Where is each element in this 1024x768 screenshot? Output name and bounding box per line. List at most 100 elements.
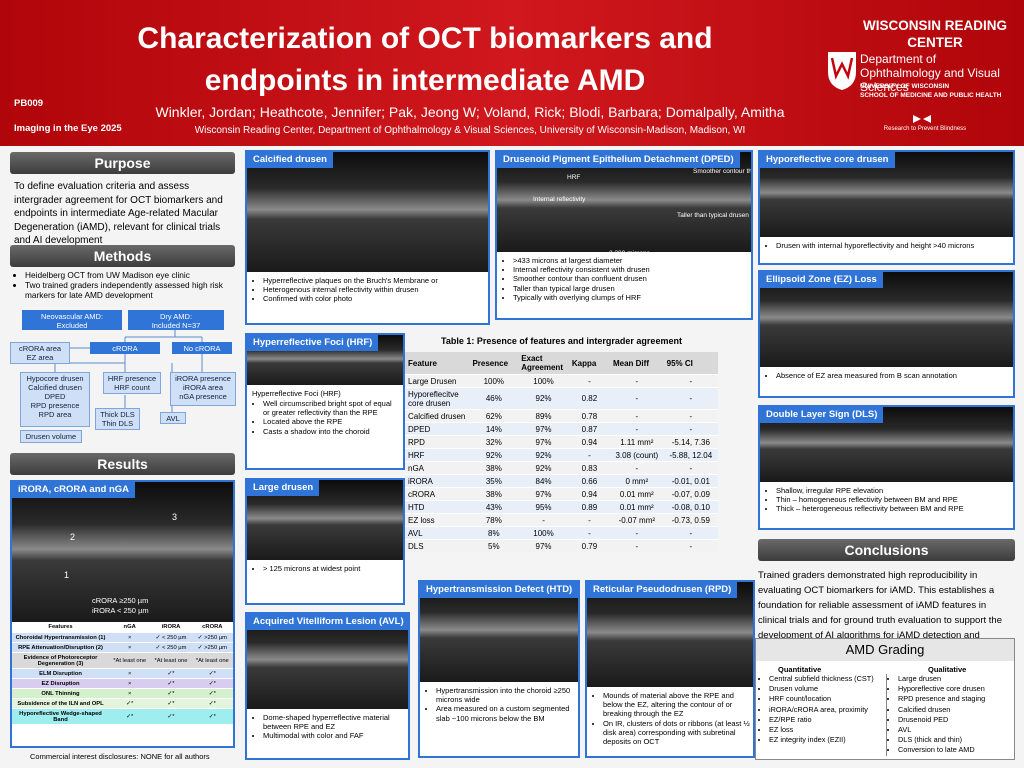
bullet: Hypertransmission into the choroid ≥250 … (436, 686, 575, 704)
table-row: EZ loss 78% - - -0.07 mm² -0.73, 0.59 (405, 513, 718, 527)
table-cell: -0.07 mm² (609, 513, 664, 527)
flow-node-line: Included N=37 (151, 321, 201, 330)
bullet: Typically with overlying clumps of HRF (513, 293, 748, 302)
table-cell: 0.79 (568, 539, 610, 552)
table-cell: -5.14, 7.36 (663, 435, 718, 449)
table-cell: 100% (518, 526, 569, 540)
table-cell: 0 mm² (609, 474, 664, 488)
table-cell: - (609, 539, 664, 552)
image-label: 1 (64, 570, 70, 580)
oct-image (497, 152, 751, 252)
bullet: Mounds of material above the RPE and bel… (603, 691, 750, 719)
table-row: ONL Thinning × ✓* ✓* (12, 688, 233, 699)
table-cell: - (663, 461, 718, 475)
table-cell: - (609, 374, 664, 388)
flow-node-line: EZ area (26, 353, 54, 362)
oct-image (12, 482, 233, 622)
table-cell: ✓* (191, 708, 233, 724)
panel-title: Acquired Vitelliform Lesion (AVL) (247, 614, 408, 630)
bullet: Drusenoid PED (898, 715, 1014, 725)
bullet: Heidelberg OCT from UW Madison eye clini… (25, 270, 238, 280)
panel-bullets: > 125 microns at widest point (252, 564, 400, 573)
table-cell: ✓* (150, 688, 192, 699)
bullet: EZ integrity index (EZII) (769, 735, 886, 745)
table-cell: × (109, 668, 151, 679)
panel-title: Hyporeflective core drusen (760, 152, 895, 168)
table-cell: nGA (405, 461, 470, 475)
table-cell: Calcified drusen (405, 409, 470, 423)
school: SCHOOL OF MEDICINE AND PUBLIC HEALTH (860, 92, 1002, 99)
column-heading: Qualitative (928, 665, 967, 674)
table-cell: - (609, 422, 664, 436)
table-cell: iRORA (405, 474, 470, 488)
flow-node: No cRORA (172, 342, 232, 354)
panel-bullets: >433 microns at largest diameterInternal… (502, 256, 748, 302)
table-cell: 38% (469, 487, 519, 501)
table-cell: 97% (518, 435, 569, 449)
table-cell: 0.82 (568, 387, 610, 410)
image-label: iRORA < 250 µm (92, 606, 149, 615)
table-cell: 84% (518, 474, 569, 488)
table-cell: EZ Disruption (12, 678, 109, 689)
bullet: RPD presence and staging (898, 694, 1014, 704)
table-cell: 100% (518, 374, 569, 388)
table-cell: 97% (518, 539, 569, 552)
flow-node-line: cRORA area (18, 344, 62, 353)
table-cell: 97% (518, 422, 569, 436)
table-cell: 43% (469, 500, 519, 514)
table-row: Hyporeflecitve core drusen 46% 92% 0.82- - (405, 387, 718, 410)
table-cell: × (109, 632, 151, 643)
panel-title: Calcified drusen (247, 152, 333, 168)
table-row: AVL 8% 100% - - - (405, 526, 718, 540)
flow-node: Drusen volume (20, 430, 82, 443)
panel-title: Hyperreflective Foci (HRF) (247, 335, 379, 351)
table-cell: - (609, 526, 664, 540)
flow-node: Neovascular AMD: Excluded (22, 310, 122, 330)
reading-center: WISCONSIN READING CENTER (862, 18, 1007, 50)
bullet: Dome-shaped hyperreflective material bet… (263, 713, 405, 731)
table-cell: 100% (469, 374, 519, 388)
table-row: ELM Disruption × ✓* ✓* (12, 668, 233, 679)
table-cell: 0.83 (568, 461, 610, 475)
table-cell: cRORA (405, 487, 470, 501)
table-row: Hyporeflective Wedge-shaped Band ✓* ✓* ✓* (12, 708, 233, 724)
bullet: >433 microns at largest diameter (513, 256, 748, 265)
poster-title: Characterization of OCT biomarkers and e… (137, 22, 713, 97)
bullet: DLS (thick and thin) (898, 735, 1014, 745)
table-cell: 8% (469, 526, 519, 540)
table-cell: 0.01 mm² (609, 487, 664, 501)
flow-node-line: Excluded (56, 321, 88, 330)
table-title: Table 1: Presence of features and interg… (441, 336, 682, 346)
panel-bullets: Drusen with internal hyporeflectivity an… (765, 241, 1010, 250)
table-cell: 95% (518, 500, 569, 514)
table-cell: - (663, 422, 718, 436)
oct-image (587, 582, 753, 687)
table-cell: ✓* (109, 708, 151, 724)
image-label: 3 (172, 512, 178, 522)
image-label: 2 (70, 532, 76, 542)
flow-node: cRORA area EZ area (10, 342, 70, 364)
flow-node: Hypocore drusen Calcified drusen DPED RPD p… (20, 372, 90, 427)
flow-node-line: iRORA presence (175, 374, 231, 383)
table-cell: × (109, 642, 151, 653)
flow-node: HRF presence HRF count (103, 372, 161, 394)
bullet: EZ loss (769, 725, 886, 735)
bullet: Smoother contour than confluent drusen (513, 274, 748, 283)
table-cell: HTD (405, 500, 470, 514)
flow-node-line: Neovascular AMD: (40, 312, 104, 321)
table-header-cell: 95% CI (666, 358, 693, 368)
table-cell: ✓* (150, 678, 192, 689)
image-label: Smoother contour than drusen (693, 168, 752, 175)
table-row: Subsidence of the ILN and OPL ✓* ✓* ✓* (12, 698, 233, 709)
feature-panel: Ellipsoid Zone (EZ) Loss Absence of EZ ar… (758, 270, 1015, 398)
table-header-cell: nGA (123, 624, 136, 630)
table-cell: *At least one (150, 652, 192, 669)
panel-title: Reticular Pseudodrusen (RPD) (587, 582, 738, 598)
flow-node-line: AVL (166, 414, 180, 423)
qualitative-list: Large drusenHyporeflective core drusenRP… (886, 674, 1014, 756)
table-cell: *At least one (109, 652, 151, 669)
table-cell: 0.87 (568, 422, 610, 436)
table-cell: ELM Disruption (12, 668, 109, 679)
oct-image (420, 582, 578, 682)
table-cell: ✓* (150, 668, 192, 679)
